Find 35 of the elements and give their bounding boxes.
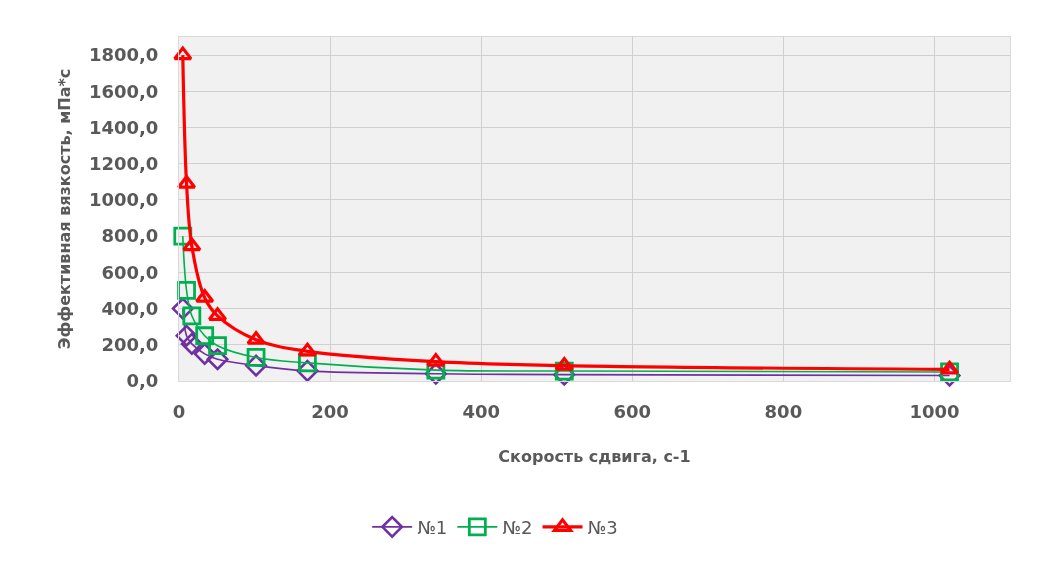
point	[939, 360, 960, 375]
legend-label: №1	[417, 516, 448, 538]
y-tick-label: 1400,0	[88, 116, 159, 138]
legend-label: №2	[502, 516, 533, 538]
point	[426, 353, 446, 367]
x-tick-label: 1000	[909, 400, 960, 422]
point	[297, 342, 318, 357]
x-axis-title: Скорость сдвига, с-1	[498, 447, 691, 467]
y-tick-label: 1800,0	[88, 44, 159, 66]
point	[195, 326, 215, 346]
point	[195, 289, 215, 303]
point	[554, 357, 574, 371]
point	[246, 331, 266, 345]
point	[177, 281, 196, 300]
y-tick-label: 1000,0	[88, 189, 159, 211]
point	[182, 237, 202, 252]
y-tick-label: 600,0	[101, 261, 159, 283]
y-tick-label: 800,0	[101, 225, 159, 247]
x-tick-label: 0	[172, 400, 186, 422]
point	[182, 306, 202, 326]
x-tick-label: 200	[311, 400, 349, 422]
point	[246, 348, 266, 367]
y-tick-label: 1600,0	[88, 80, 159, 102]
y-axis-title: Эффективная вязкость, мПа*с	[54, 68, 74, 350]
y-tick-label: 1200,0	[88, 153, 159, 175]
point	[175, 324, 198, 347]
legend-label: №3	[587, 516, 618, 538]
point	[208, 336, 227, 356]
point	[173, 46, 193, 61]
x-tick-label: 800	[764, 400, 803, 422]
x-tick-label: 400	[462, 400, 500, 422]
y-tick-label: 0,0	[126, 370, 159, 392]
y-tick-label: 400,0	[101, 297, 159, 319]
x-tick-label: 600	[613, 400, 652, 422]
y-tick-label: 200,0	[101, 334, 159, 356]
